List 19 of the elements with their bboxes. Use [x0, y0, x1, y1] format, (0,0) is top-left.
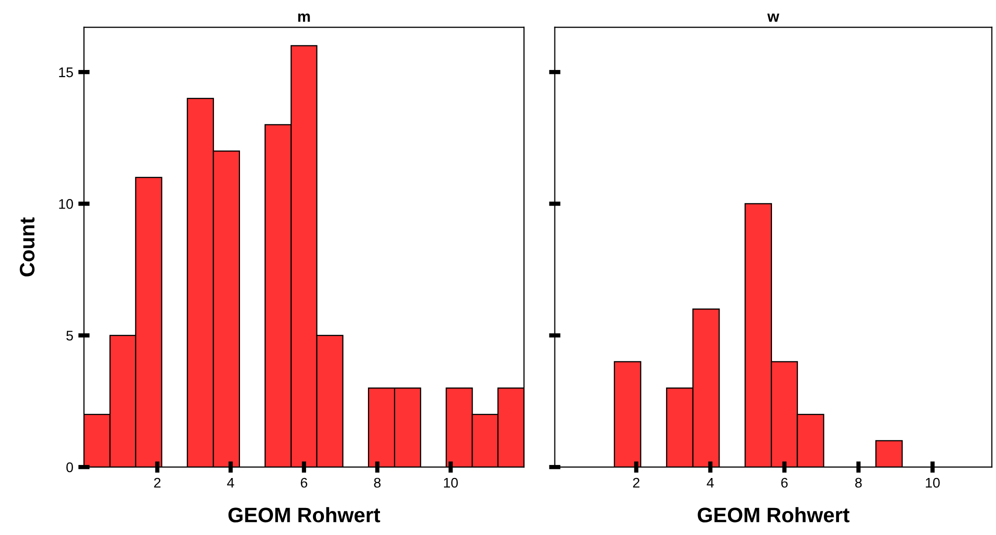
- x-tick-label: 2: [154, 478, 160, 488]
- chart-title: w: [767, 14, 780, 22]
- y-tick-label: 5: [66, 330, 73, 341]
- chart-title: m: [298, 14, 310, 22]
- x-tick-label: 10: [444, 478, 458, 488]
- x-tick-label: 10: [926, 478, 940, 488]
- x-tick-label: 2: [633, 478, 640, 488]
- x-tick-label: 8: [374, 478, 381, 488]
- y-tick-label: 15: [59, 68, 73, 78]
- x-tick-label: 4: [227, 478, 234, 488]
- x-tick-label: 6: [300, 478, 308, 488]
- y-tick-label: 0: [66, 462, 74, 472]
- y-tick-label: 10: [59, 199, 74, 209]
- x-tick-label: 6: [781, 478, 788, 488]
- x-axis-title: GEOM Rohwert: [228, 507, 380, 522]
- x-axis-title: GEOM Rohwert: [698, 507, 850, 522]
- x-tick-label: 4: [706, 478, 714, 488]
- y-axis-title: Count: [20, 217, 35, 276]
- x-tick-label: 8: [855, 478, 862, 488]
